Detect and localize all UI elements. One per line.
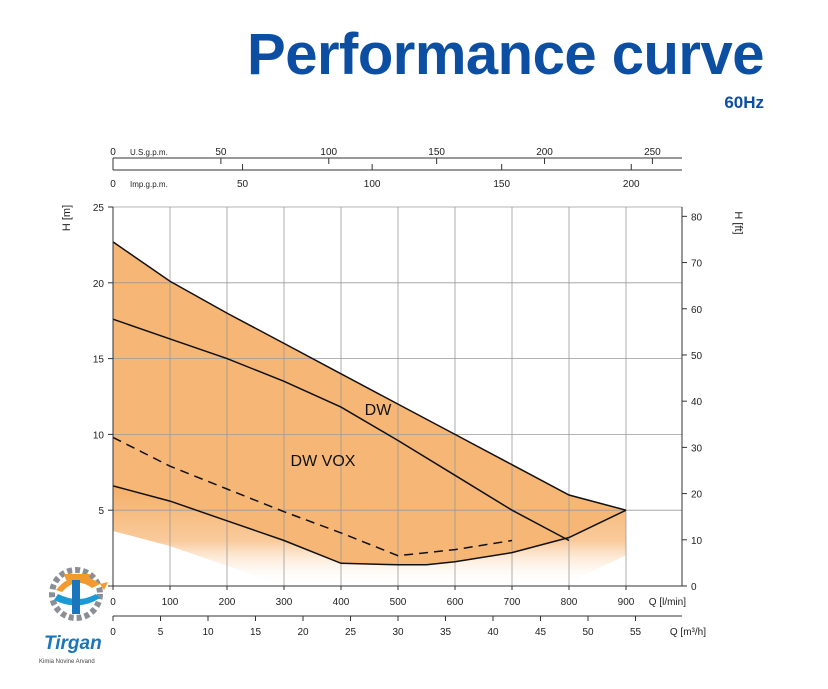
x-tick-label: 500 [390,597,407,608]
impgpm-tick-label: 0 [110,179,116,190]
chart-grid [113,206,682,586]
x-tick-label: 300 [276,597,293,608]
y-tick-label: 25 [93,203,105,214]
y-tick-label: 10 [93,430,105,441]
m3h-tick-label: 35 [440,627,452,638]
series-dw-curve [112,318,570,542]
m3h-tick-label: 45 [535,627,547,638]
impgpm-tick-label: 100 [364,179,381,190]
x-axis-label: Q [l/min] [649,597,686,608]
m3h-tick-label: 50 [582,627,594,638]
y-right-tick-label: 20 [691,490,703,501]
x-tick-label: 100 [162,597,179,608]
usgpm-tick-label: 250 [644,147,661,158]
series-dw-vox-dashed [112,436,513,557]
series-dw-vox-lower [112,485,627,566]
y-axis-label: H [m] [61,205,73,231]
y-right-tick-label: 30 [691,443,703,454]
m3h-tick-label: 30 [392,627,404,638]
annotation-dw-vox: DW VOX [291,453,356,470]
y-tick-label: 5 [98,506,104,517]
y-right-tick-label: 10 [691,536,703,547]
y-tick-label: 20 [93,279,105,290]
y-right-tick-label: 70 [691,259,703,270]
m3h-tick-label: 0 [110,627,116,638]
y-right-axis-label: H [ft] [732,211,744,234]
usgpm-axis-label: U.S.g.p.m. [130,148,168,157]
m3h-tick-label: 25 [345,627,357,638]
x-tick-label: 600 [447,597,464,608]
envelope-fill [113,241,626,586]
y-right-tick-label: 80 [691,212,703,223]
impgpm-tick-label: 150 [493,179,510,190]
x-tick-label: 800 [561,597,578,608]
m3h-tick-label: 40 [487,627,499,638]
usgpm-tick-label: 150 [428,147,445,158]
x-tick-label: 400 [333,597,350,608]
x-tick-label: 900 [618,597,635,608]
impgpm-tick-label: 50 [237,179,249,190]
envelope-area [113,241,626,565]
page-title: Performance curve [247,22,764,87]
impgpm-tick-label: 200 [623,179,640,190]
x-tick-label: 0 [110,597,116,608]
y-right-tick-label: 50 [691,351,703,362]
annotation-dw: DW [365,402,393,419]
m3h-tick-label: 55 [630,627,642,638]
usgpm-tick-label: 200 [536,147,553,158]
usgpm-tick-label: 100 [320,147,337,158]
logo-wordmark: Tirgan [44,633,102,654]
tirgan-logo-icon [49,567,108,621]
frequency-subtitle: 60Hz [724,93,764,112]
usgpm-tick-label: 50 [215,147,227,158]
y-tick-label: 15 [93,355,105,366]
y-right-tick-label: 0 [691,582,697,593]
series-dw-envelope [112,241,627,511]
m3h-tick-label: 15 [250,627,262,638]
chart-series [112,241,627,566]
m3h-tick-label: 5 [158,627,164,638]
chart-axes [108,157,687,621]
impgpm-axis-label: Imp.g.p.m. [130,180,168,189]
usgpm-tick-label: 0 [110,147,116,158]
m3h-tick-label: 10 [202,627,214,638]
m3h-tick-label: 20 [297,627,309,638]
y-right-tick-label: 40 [691,397,703,408]
x-tick-label: 200 [219,597,236,608]
logo-tagline: Kimia Novine Arvand [39,659,95,665]
x-tick-label: 700 [504,597,521,608]
y-right-tick-label: 60 [691,305,703,316]
m3h-axis-label: Q [m³/h] [670,627,706,638]
envelope-fade [113,485,626,586]
